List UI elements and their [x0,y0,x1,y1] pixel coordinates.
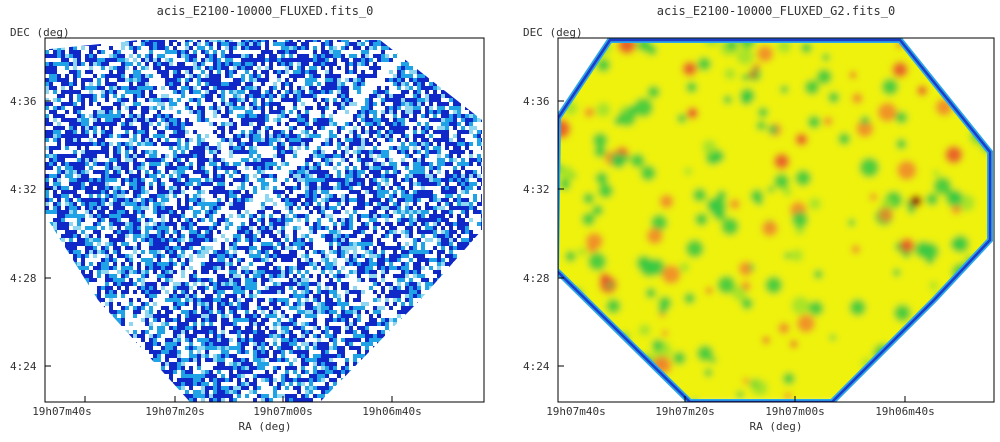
y-tick-label: 4:36 [523,95,550,108]
y-tick-label: 4:28 [10,272,37,285]
plot-frame [557,37,995,403]
x-tick-label: 19h06m40s [875,405,935,418]
y-tick-label: 4:24 [10,360,37,373]
y-tick-label: 4:32 [523,183,550,196]
x-tick-label: 19h07m20s [145,405,205,418]
y-axis-label: DEC (deg) [523,26,583,39]
x-tick-marks [557,100,906,402]
x-tick-label: 19h07m40s [546,405,606,418]
y-tick-label: 4:32 [10,183,37,196]
x-tick-marks [44,100,393,402]
chart-panel-right: acis_E2100-10000_FLUXED_G2.fits_0 DEC (d… [523,4,995,433]
chart-title: acis_E2100-10000_FLUXED_G2.fits_0 [657,4,895,18]
y-tick-label: 4:36 [10,95,37,108]
x-axis-label: RA (deg) [239,420,292,433]
y-tick-label: 4:24 [523,360,550,373]
x-tick-label: 19h07m00s [253,405,313,418]
x-tick-label: 19h07m40s [32,405,92,418]
x-tick-label: 19h07m20s [655,405,715,418]
x-tick-label: 19h07m00s [765,405,825,418]
chart-panel-left: acis_E2100-10000_FLUXED.fits_0 DEC (deg)… [10,4,485,433]
x-tick-label: 19h06m40s [362,405,422,418]
chart-title: acis_E2100-10000_FLUXED.fits_0 [157,4,374,18]
y-axis-label: DEC (deg) [10,26,70,39]
footprint-edge-outer [558,38,992,402]
y-tick-label: 4:28 [523,272,550,285]
plot-frame [44,37,485,403]
x-axis-label: RA (deg) [750,420,803,433]
